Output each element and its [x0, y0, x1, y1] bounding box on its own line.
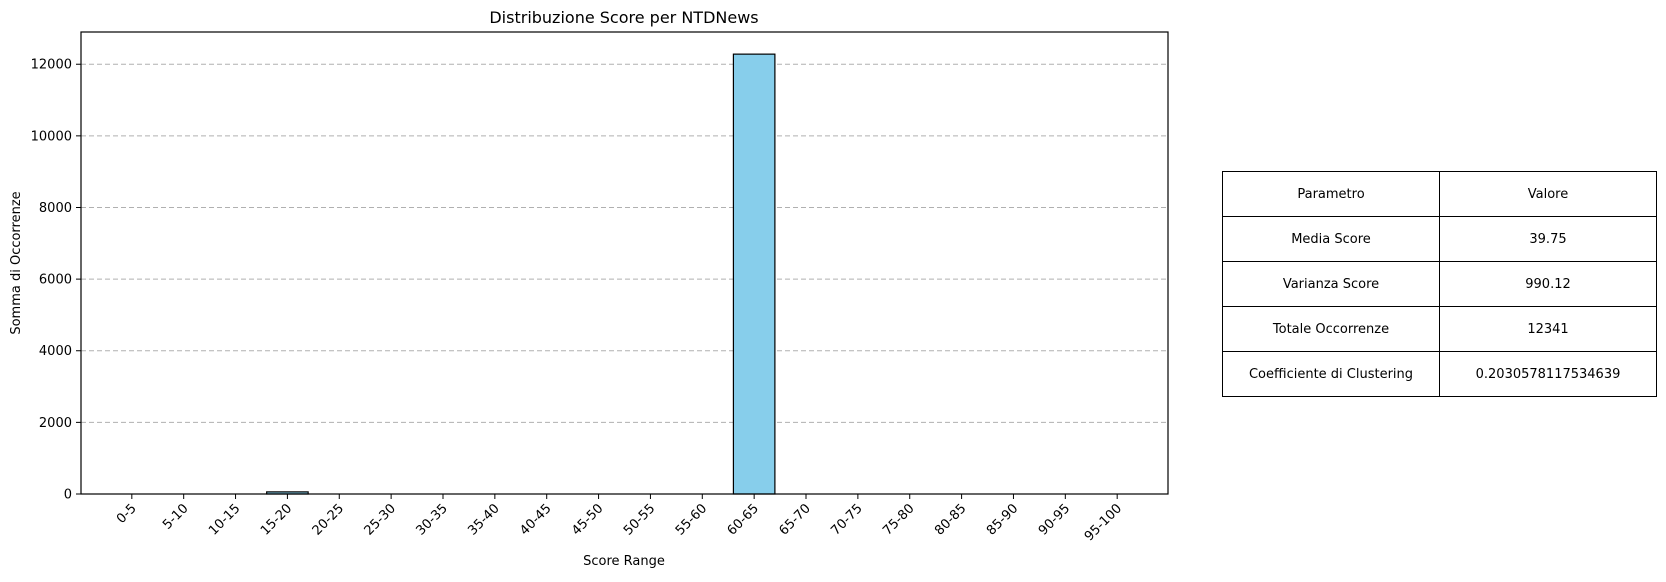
x-tick-label: 40-45 — [517, 501, 554, 538]
plot-frame — [80, 31, 1169, 495]
x-tick-label: 90-95 — [1036, 501, 1073, 538]
y-axis-label: Somma di Occorrenze — [9, 191, 24, 334]
x-tick-label: 50-55 — [621, 501, 658, 538]
table-row: Varianza Score 990.12 — [1222, 261, 1657, 307]
y-tick-label: 8000 — [39, 201, 72, 216]
y-ticks: 0 2000 4000 6000 8000 10000 12000 — [31, 58, 81, 503]
x-tick-label: 55-60 — [673, 501, 710, 538]
y-tick-label: 6000 — [39, 273, 72, 288]
chart-title: Distribuzione Score per NTDNews — [489, 8, 758, 27]
x-tick-label: 65-70 — [777, 501, 814, 538]
x-tick-label: 60-65 — [725, 501, 762, 538]
x-tick-label: 70-75 — [828, 501, 865, 538]
x-tick-label: 20-25 — [310, 501, 347, 538]
x-axis-label: Score Range — [583, 554, 665, 569]
table-row: Media Score 39.75 — [1222, 216, 1657, 262]
y-tick-label: 10000 — [31, 129, 72, 144]
table-header-cell: Valore — [1439, 171, 1657, 217]
y-tick-label: 2000 — [39, 416, 72, 431]
x-tick-label: 85-90 — [984, 501, 1021, 538]
x-tick-label: 95-100 — [1082, 501, 1125, 544]
table-cell-parameter: Totale Occorrenze — [1222, 306, 1440, 352]
y-tick-label: 0 — [64, 488, 72, 503]
x-tick-label: 5-10 — [160, 501, 191, 532]
x-tick-label: 35-40 — [465, 501, 502, 538]
bar-60-65 — [732, 53, 776, 495]
table-cell-value: 0.2030578117534639 — [1439, 351, 1657, 397]
table-cell-value: 39.75 — [1439, 216, 1657, 262]
table-header-row: Parametro Valore — [1222, 171, 1657, 217]
table-cell-parameter: Coefficiente di Clustering — [1222, 351, 1440, 397]
gridlines — [81, 63, 1168, 495]
table-cell-value: 12341 — [1439, 306, 1657, 352]
x-tick-label: 80-85 — [932, 501, 969, 538]
table-row: Coefficiente di Clustering 0.20305781175… — [1222, 351, 1657, 397]
x-tick-label: 45-50 — [569, 501, 606, 538]
table-header-cell: Parametro — [1222, 171, 1440, 217]
table-cell-value: 990.12 — [1439, 261, 1657, 307]
table-cell-parameter: Varianza Score — [1222, 261, 1440, 307]
x-tick-label: 0-5 — [114, 501, 140, 527]
x-tick-label: 10-15 — [206, 501, 243, 538]
x-tick-label: 30-35 — [413, 501, 450, 538]
x-tick-label: 75-80 — [880, 501, 917, 538]
table-cell-parameter: Media Score — [1222, 216, 1440, 262]
table-row: Totale Occorrenze 12341 — [1222, 306, 1657, 352]
x-ticks: 0-5 5-10 10-15 15-20 20-25 25-30 30-35 35-40 40-… — [114, 494, 1125, 544]
x-tick-label: 25-30 — [362, 501, 399, 538]
x-tick-label: 15-20 — [258, 501, 295, 538]
bars — [266, 53, 776, 495]
stats-table: Parametro Valore Media Score 39.75 Varia… — [1222, 171, 1657, 397]
y-tick-label: 12000 — [31, 58, 72, 73]
y-tick-label: 4000 — [39, 344, 72, 359]
